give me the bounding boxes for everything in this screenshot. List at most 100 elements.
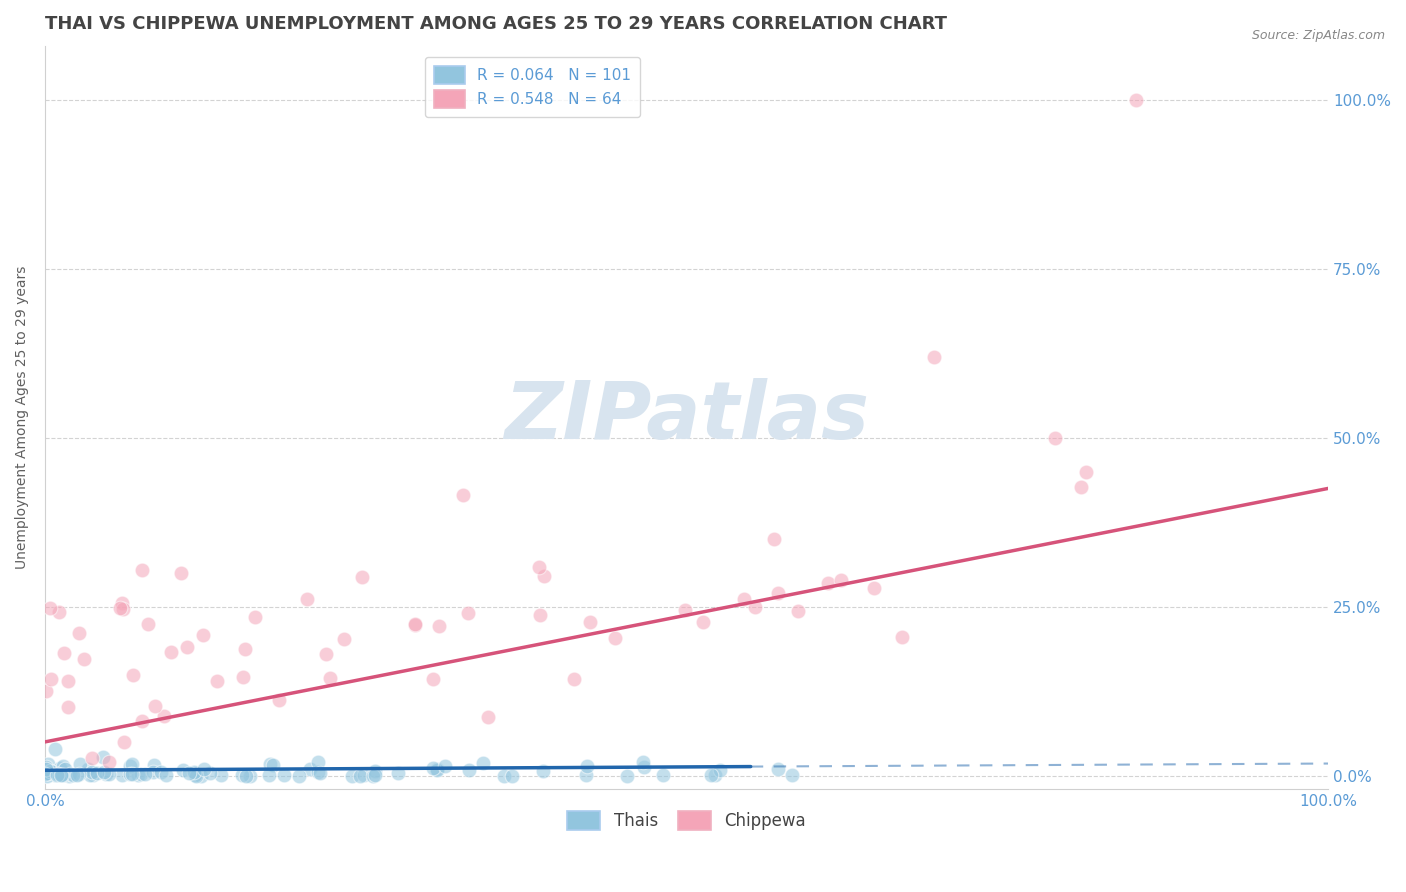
Point [353, 767, 375, 781]
Point [273, 768, 295, 782]
Point [35, 762, 58, 776]
Point [39, 764, 62, 778]
Point [332, 632, 354, 646]
Text: THAI VS CHIPPEWA UNEMPLOYMENT AMONG AGES 25 TO 29 YEARS CORRELATION CHART: THAI VS CHIPPEWA UNEMPLOYMENT AMONG AGES… [45, 15, 948, 33]
Point [422, 672, 444, 686]
Point [579, 615, 602, 629]
Point [62, 768, 84, 782]
Point [112, 735, 135, 749]
Point [700, 768, 723, 782]
Point [45, 766, 67, 780]
Point [44, 741, 66, 756]
Point [39, 601, 62, 615]
Point [129, 767, 152, 781]
Point [97, 755, 120, 769]
Point [48, 605, 70, 619]
Point [288, 769, 311, 783]
Legend: Thais, Chippewa: Thais, Chippewa [560, 804, 813, 837]
Point [93, 749, 115, 764]
Point [73, 652, 96, 666]
Point [143, 757, 166, 772]
Point [673, 602, 696, 616]
Point [169, 566, 191, 581]
Point [35, 768, 58, 782]
Point [41, 764, 63, 779]
Point [159, 645, 181, 659]
Point [1045, 431, 1067, 445]
Point [53, 768, 76, 782]
Point [387, 766, 409, 780]
Point [862, 581, 884, 595]
Point [52, 759, 75, 773]
Point [458, 763, 481, 777]
Point [259, 756, 281, 771]
Point [575, 768, 598, 782]
Point [94, 767, 117, 781]
Point [782, 768, 804, 782]
Point [93, 765, 115, 780]
Point [52, 768, 75, 782]
Point [153, 709, 176, 723]
Point [704, 768, 727, 782]
Point [308, 765, 330, 780]
Point [86, 765, 108, 780]
Point [127, 768, 149, 782]
Point [235, 769, 257, 783]
Point [243, 610, 266, 624]
Point [605, 631, 627, 645]
Point [404, 617, 426, 632]
Point [426, 764, 449, 778]
Point [239, 768, 262, 782]
Point [134, 766, 156, 780]
Point [55, 762, 77, 776]
Point [184, 768, 207, 782]
Point [733, 591, 755, 606]
Point [349, 768, 371, 782]
Point [193, 762, 215, 776]
Point [762, 532, 785, 546]
Point [49, 761, 72, 775]
Point [766, 586, 789, 600]
Point [66, 768, 89, 782]
Point [45, 767, 67, 781]
Point [39, 672, 62, 686]
Point [190, 768, 212, 782]
Point [231, 768, 253, 782]
Point [533, 569, 555, 583]
Point [179, 766, 201, 780]
Point [136, 616, 159, 631]
Point [340, 769, 363, 783]
Point [562, 673, 585, 687]
Point [142, 765, 165, 780]
Point [58, 768, 80, 782]
Point [67, 626, 90, 640]
Y-axis label: Unemployment Among Ages 25 to 29 years: Unemployment Among Ages 25 to 29 years [15, 266, 30, 569]
Point [56, 700, 79, 714]
Point [404, 616, 426, 631]
Point [471, 756, 494, 770]
Point [434, 759, 457, 773]
Point [298, 763, 321, 777]
Point [501, 769, 523, 783]
Point [457, 606, 479, 620]
Point [44, 768, 66, 782]
Point [233, 642, 256, 657]
Point [59, 766, 82, 780]
Point [150, 764, 173, 779]
Point [363, 769, 385, 783]
Point [209, 768, 232, 782]
Point [53, 646, 76, 660]
Point [143, 699, 166, 714]
Point [529, 607, 551, 622]
Point [307, 764, 329, 779]
Point [427, 619, 450, 633]
Point [529, 560, 551, 574]
Point [35, 684, 58, 698]
Point [46, 767, 69, 781]
Point [111, 768, 134, 782]
Point [652, 768, 675, 782]
Point [176, 640, 198, 655]
Point [364, 768, 387, 782]
Point [350, 569, 373, 583]
Point [257, 768, 280, 782]
